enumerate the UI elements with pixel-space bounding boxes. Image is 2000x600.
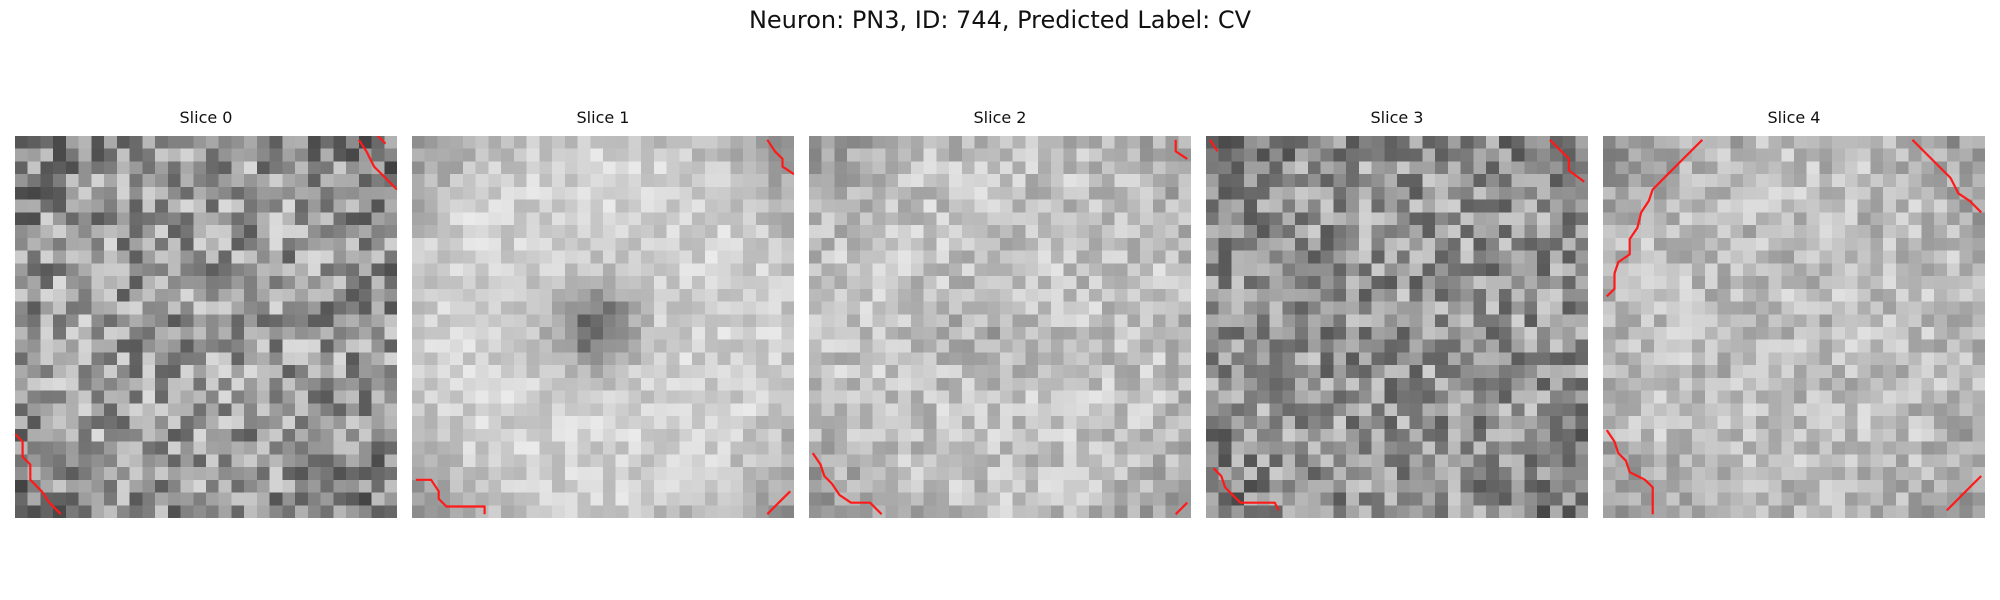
contour-line-2: [1212, 467, 1280, 511]
contour-line-0: [1174, 139, 1188, 160]
slice-image-2: [809, 136, 1191, 518]
contour-line-1: [415, 478, 486, 515]
slice-title-4: Slice 4: [1767, 108, 1821, 127]
slice-title-2: Slice 2: [973, 108, 1027, 127]
contour-line-0: [377, 136, 387, 145]
figure-title: Neuron: PN3, ID: 744, Predicted Label: C…: [748, 6, 1252, 34]
contour-line-0: [1208, 139, 1219, 152]
contour-line-2: [766, 490, 791, 515]
contour-line-2: [1605, 429, 1654, 515]
pixel-grid: [412, 136, 794, 518]
contour-line-1: [1549, 139, 1585, 183]
slice-title-1: Slice 1: [576, 108, 630, 127]
slice-panel-4: Slice 4: [1603, 106, 1985, 518]
pixel-grid: [15, 136, 397, 518]
pixel-grid: [809, 136, 1191, 518]
slice-image-0: [15, 136, 397, 518]
contour-line-2: [1174, 501, 1188, 515]
slice-image-1: [412, 136, 794, 518]
slice-image-3: [1206, 136, 1588, 518]
contour-line-0: [766, 139, 794, 176]
pixel-grid: [1206, 136, 1588, 518]
slice-panel-1: Slice 1: [412, 106, 794, 518]
slice-panel-2: Slice 2: [809, 106, 1191, 518]
contour-line-3: [1946, 475, 1982, 512]
contour-line-1: [357, 139, 397, 191]
slice-panel-3: Slice 3: [1206, 106, 1588, 518]
contour-line-1: [1911, 139, 1982, 214]
slice-title-3: Slice 3: [1370, 108, 1424, 127]
slice-panel-0: Slice 0: [15, 106, 397, 518]
slice-image-4: [1603, 136, 1985, 518]
contour-line-0: [1606, 139, 1704, 298]
contour-line-1: [811, 452, 883, 515]
slice-title-0: Slice 0: [179, 108, 233, 127]
contour-line-2: [15, 433, 62, 515]
pixel-grid: [1603, 136, 1985, 518]
